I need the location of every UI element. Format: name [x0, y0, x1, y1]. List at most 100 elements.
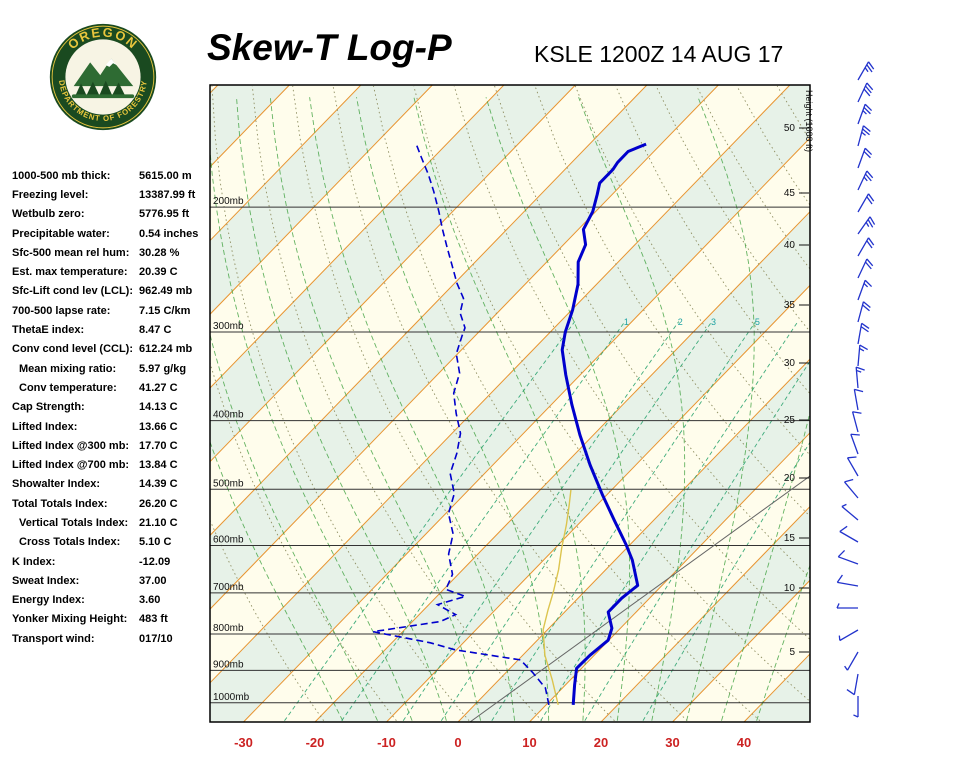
index-value: 20.39 C: [139, 266, 178, 279]
wind-barb: [851, 411, 859, 433]
station-time-label: KSLE 1200Z 14 AUG 17: [534, 41, 784, 67]
index-value: 612.24 mb: [139, 343, 193, 356]
index-label: 1000-500 mb thick:: [12, 169, 111, 182]
wind-barb: [857, 323, 863, 345]
mixing-ratio-label: 5: [755, 317, 760, 327]
index-label: Sfc-500 mean rel hum:: [12, 246, 130, 259]
index-row: Cap Strength: 14.13 C: [12, 398, 217, 417]
pressure-label: 1000mb: [213, 692, 250, 703]
index-row: Wetbulb zero: 5776.95 ft: [12, 205, 217, 224]
wind-barb: [857, 280, 866, 301]
index-row: Vertical Totals Index: 21.10 C: [12, 513, 217, 532]
index-label: Conv temperature:: [19, 381, 117, 394]
wind-barb: [839, 629, 859, 642]
index-row: Total Totals Index: 26.20 C: [12, 494, 217, 513]
wind-barb: [857, 193, 870, 213]
chart-labels: 200mb 300mb 400mb 500mb 600mb 700mb 800mb 900mb…: [213, 90, 814, 750]
height-tick-label: 5: [789, 647, 795, 658]
index-value: 41.27 C: [139, 381, 178, 394]
index-row: K Index: -12.09: [12, 552, 217, 571]
index-value: 13.66 C: [139, 420, 178, 433]
index-row: Lifted Index @300 mb: 17.70 C: [12, 436, 217, 455]
index-label: Cross Totals Index:: [19, 536, 121, 549]
index-value: 5.97 g/kg: [139, 362, 187, 375]
wind-barb: [857, 104, 866, 125]
index-row: 1000-500 mb thick: 5615.00 m: [12, 166, 217, 185]
wind-barb: [846, 651, 859, 671]
index-label: Precipitable water:: [12, 227, 110, 240]
page-title: Skew-T Log-P: [207, 27, 452, 68]
index-label: Transport wind:: [12, 632, 95, 645]
index-value: 5776.95 ft: [139, 208, 190, 221]
wind-barb: [857, 345, 861, 367]
wind-barb: [857, 170, 868, 191]
index-label: Showalter Index:: [12, 478, 101, 491]
index-value: 14.13 C: [139, 401, 178, 414]
logo-forest-art: [71, 58, 135, 99]
index-row: Sfc-Lift cond lev (LCL): 962.49 mb: [12, 282, 217, 301]
height-tick-label: 50: [784, 123, 796, 134]
reference-line: [469, 475, 810, 722]
index-value: 7.15 C/km: [139, 304, 191, 317]
index-row: Precipitable water: 0.54 inches: [12, 224, 217, 243]
mixing-ratio-label: 2: [678, 317, 683, 327]
wind-barb: [857, 258, 868, 279]
index-label: K Index:: [12, 555, 56, 568]
mixing-ratio-label: 1: [624, 317, 629, 327]
wind-barb: [838, 556, 859, 565]
index-value: 17.70 C: [139, 439, 178, 452]
temp-tick-label: -20: [306, 735, 325, 750]
temp-tick-label: 20: [594, 735, 608, 750]
pressure-label: 200mb: [213, 196, 244, 207]
indices-panel: 1000-500 mb thick: 5615.00 m Freezing leve…: [12, 166, 217, 648]
index-value: 483 ft: [139, 613, 168, 626]
index-row: Energy Index: 3.60: [12, 591, 217, 610]
pressure-label: 800mb: [213, 623, 244, 634]
wind-barb: [857, 148, 866, 169]
index-row: Sfc-500 mean rel hum: 30.28 %: [12, 243, 217, 262]
index-row: Yonker Mixing Height: 483 ft: [12, 610, 217, 629]
index-label: Sweat Index:: [12, 574, 80, 587]
pressure-label: 600mb: [213, 534, 244, 545]
height-tick-label: 35: [784, 300, 796, 311]
index-label: Lifted Index @300 mb:: [12, 439, 130, 452]
wind-barb: [837, 581, 859, 587]
chart-grid: [210, 85, 810, 722]
index-label: Sfc-Lift cond lev (LCL):: [12, 285, 133, 298]
index-value: 3.60: [139, 594, 161, 607]
temp-tick-label: 0: [454, 735, 461, 750]
odf-logo: OREGON DEPARTMENT OF FORESTRY: [49, 23, 157, 131]
height-tick-label: 10: [784, 583, 796, 594]
pressure-label: 500mb: [213, 478, 244, 489]
index-row: Conv temperature: 41.27 C: [12, 378, 217, 397]
index-row: Mean mixing ratio: 5.97 g/kg: [12, 359, 217, 378]
mixing-ratio-label: 3: [711, 317, 716, 327]
wind-barb: [844, 481, 859, 499]
temp-tick-label: -30: [234, 735, 253, 750]
height-tick-label: 25: [784, 415, 796, 426]
index-label: Freezing level:: [12, 188, 89, 201]
index-value: 8.47 C: [139, 324, 172, 337]
index-value: 21.10 C: [139, 516, 178, 529]
index-value: 14.39 C: [139, 478, 178, 491]
wind-barb: [857, 237, 870, 257]
index-value: 30.28 %: [139, 246, 180, 259]
index-label: Lifted Index:: [12, 420, 78, 433]
index-label: Yonker Mixing Height:: [12, 613, 128, 626]
pressure-label: 700mb: [213, 582, 244, 593]
index-row: Freezing level: 13387.99 ft: [12, 185, 217, 204]
height-tick-label: 45: [784, 188, 796, 199]
height-tick-label: 20: [784, 473, 796, 484]
index-row: Cross Totals Index: 5.10 C: [12, 533, 217, 552]
index-value: 5.10 C: [139, 536, 172, 549]
index-value: 0.54 inches: [139, 227, 199, 240]
wind-barb: [846, 457, 859, 477]
index-value: 13.84 C: [139, 459, 178, 472]
index-value: 962.49 mb: [139, 285, 193, 298]
index-label: Mean mixing ratio:: [19, 362, 117, 375]
index-row: Lifted Index @700 mb: 13.84 C: [12, 455, 217, 474]
pressure-label: 300mb: [213, 321, 244, 332]
wind-barb: [853, 389, 859, 411]
index-value: -12.09: [139, 555, 171, 568]
wind-barb: [841, 506, 859, 521]
